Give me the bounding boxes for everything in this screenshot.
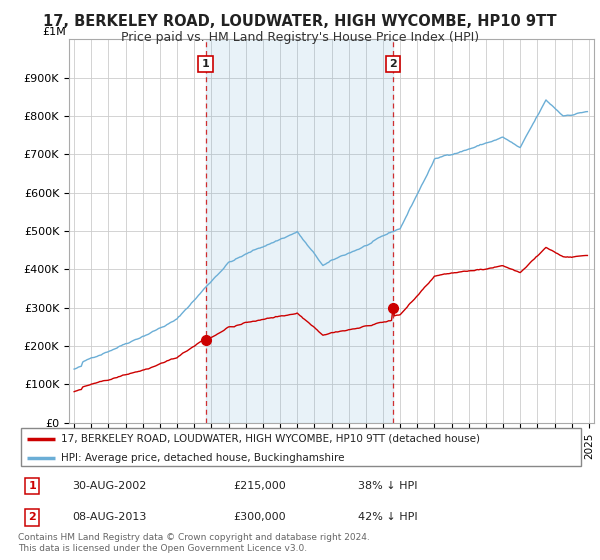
Text: HPI: Average price, detached house, Buckinghamshire: HPI: Average price, detached house, Buck… <box>61 452 344 463</box>
Text: £1M: £1M <box>43 27 67 38</box>
Text: 17, BERKELEY ROAD, LOUDWATER, HIGH WYCOMBE, HP10 9TT: 17, BERKELEY ROAD, LOUDWATER, HIGH WYCOM… <box>43 14 557 29</box>
Text: 2: 2 <box>28 512 36 522</box>
Text: 42% ↓ HPI: 42% ↓ HPI <box>358 512 418 522</box>
Text: Contains HM Land Registry data © Crown copyright and database right 2024.
This d: Contains HM Land Registry data © Crown c… <box>18 533 370 553</box>
Text: 1: 1 <box>28 481 36 491</box>
Text: 1: 1 <box>202 59 209 69</box>
Text: 2: 2 <box>389 59 397 69</box>
Text: 08-AUG-2013: 08-AUG-2013 <box>72 512 146 522</box>
Text: £215,000: £215,000 <box>233 481 286 491</box>
Text: £300,000: £300,000 <box>233 512 286 522</box>
Text: 30-AUG-2002: 30-AUG-2002 <box>72 481 146 491</box>
Text: 17, BERKELEY ROAD, LOUDWATER, HIGH WYCOMBE, HP10 9TT (detached house): 17, BERKELEY ROAD, LOUDWATER, HIGH WYCOM… <box>61 433 479 444</box>
Text: 38% ↓ HPI: 38% ↓ HPI <box>358 481 418 491</box>
Text: Price paid vs. HM Land Registry's House Price Index (HPI): Price paid vs. HM Land Registry's House … <box>121 31 479 44</box>
Bar <box>206 39 393 423</box>
FancyBboxPatch shape <box>21 428 581 466</box>
